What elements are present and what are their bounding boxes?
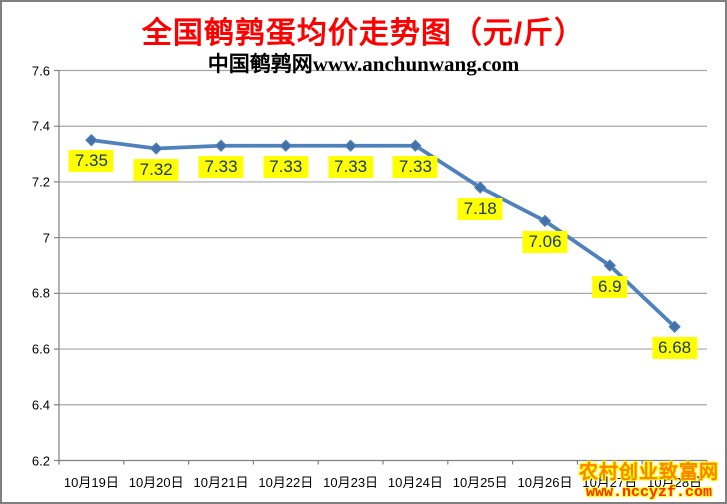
watermark-site-url: www.nccyzf.com	[585, 483, 712, 501]
x-axis-category-label: 10月20日	[128, 474, 184, 490]
x-axis-category-label: 10月21日	[193, 474, 249, 490]
y-axis-tick-label: 7.2	[31, 174, 50, 190]
data-point-marker	[538, 214, 552, 228]
data-point-label: 7.18	[457, 197, 503, 220]
watermark: 农村创业致富网 www.nccyzf.com	[579, 462, 719, 501]
x-axis-category-label: 10月22日	[258, 474, 314, 490]
data-point-marker	[409, 139, 422, 152]
x-axis-category-label: 10月24日	[387, 474, 443, 490]
y-axis-tick-label: 6.2	[31, 453, 50, 468]
data-point-label: 7.32	[133, 158, 179, 181]
y-axis-tick-label: 6.6	[31, 341, 50, 357]
chart-title: 全国鹌鹑蛋均价走势图（元/斤）	[141, 17, 586, 50]
data-point-marker	[149, 142, 163, 155]
data-point-marker	[344, 139, 357, 152]
y-axis-tick-label: 7.6	[31, 63, 50, 78]
data-point-marker	[85, 133, 98, 147]
x-axis-category-label: 10月27日	[582, 474, 638, 490]
data-point-label: 7.33	[198, 155, 244, 178]
watermark-site-name: 农村创业致富网	[578, 461, 719, 483]
data-point-marker	[279, 139, 293, 152]
data-point-label: 6.9	[591, 275, 628, 298]
data-point-label: 7.33	[392, 155, 438, 178]
price-trend-line	[89, 138, 677, 329]
y-axis-tick-label: 6.8	[31, 285, 50, 301]
data-point-label: 6.68	[652, 336, 698, 359]
y-axis-tick-label: 6.4	[31, 397, 50, 413]
data-point-marker	[214, 139, 228, 152]
x-axis-category-label: 10月28日	[647, 474, 703, 490]
x-axis-category-label: 10月26日	[517, 474, 573, 490]
data-point-marker	[603, 259, 617, 272]
data-point-label: 7.06	[522, 230, 568, 253]
data-point-label: 7.33	[263, 155, 309, 178]
data-point-label: 7.35	[68, 150, 114, 173]
chart-subtitle: 中国鹌鹑网www.anchunwang.com	[207, 52, 520, 76]
x-axis-category-label: 10月25日	[452, 474, 508, 490]
data-point-marker	[473, 181, 487, 194]
x-axis-category-label: 10月23日	[323, 474, 379, 490]
x-axis-category-label: 10月19日	[63, 474, 119, 490]
data-point-label: 7.33	[328, 155, 374, 178]
y-axis-tick-label: 7	[42, 230, 50, 246]
y-axis-tick-label: 7.4	[31, 118, 50, 134]
data-point-marker	[668, 320, 681, 333]
